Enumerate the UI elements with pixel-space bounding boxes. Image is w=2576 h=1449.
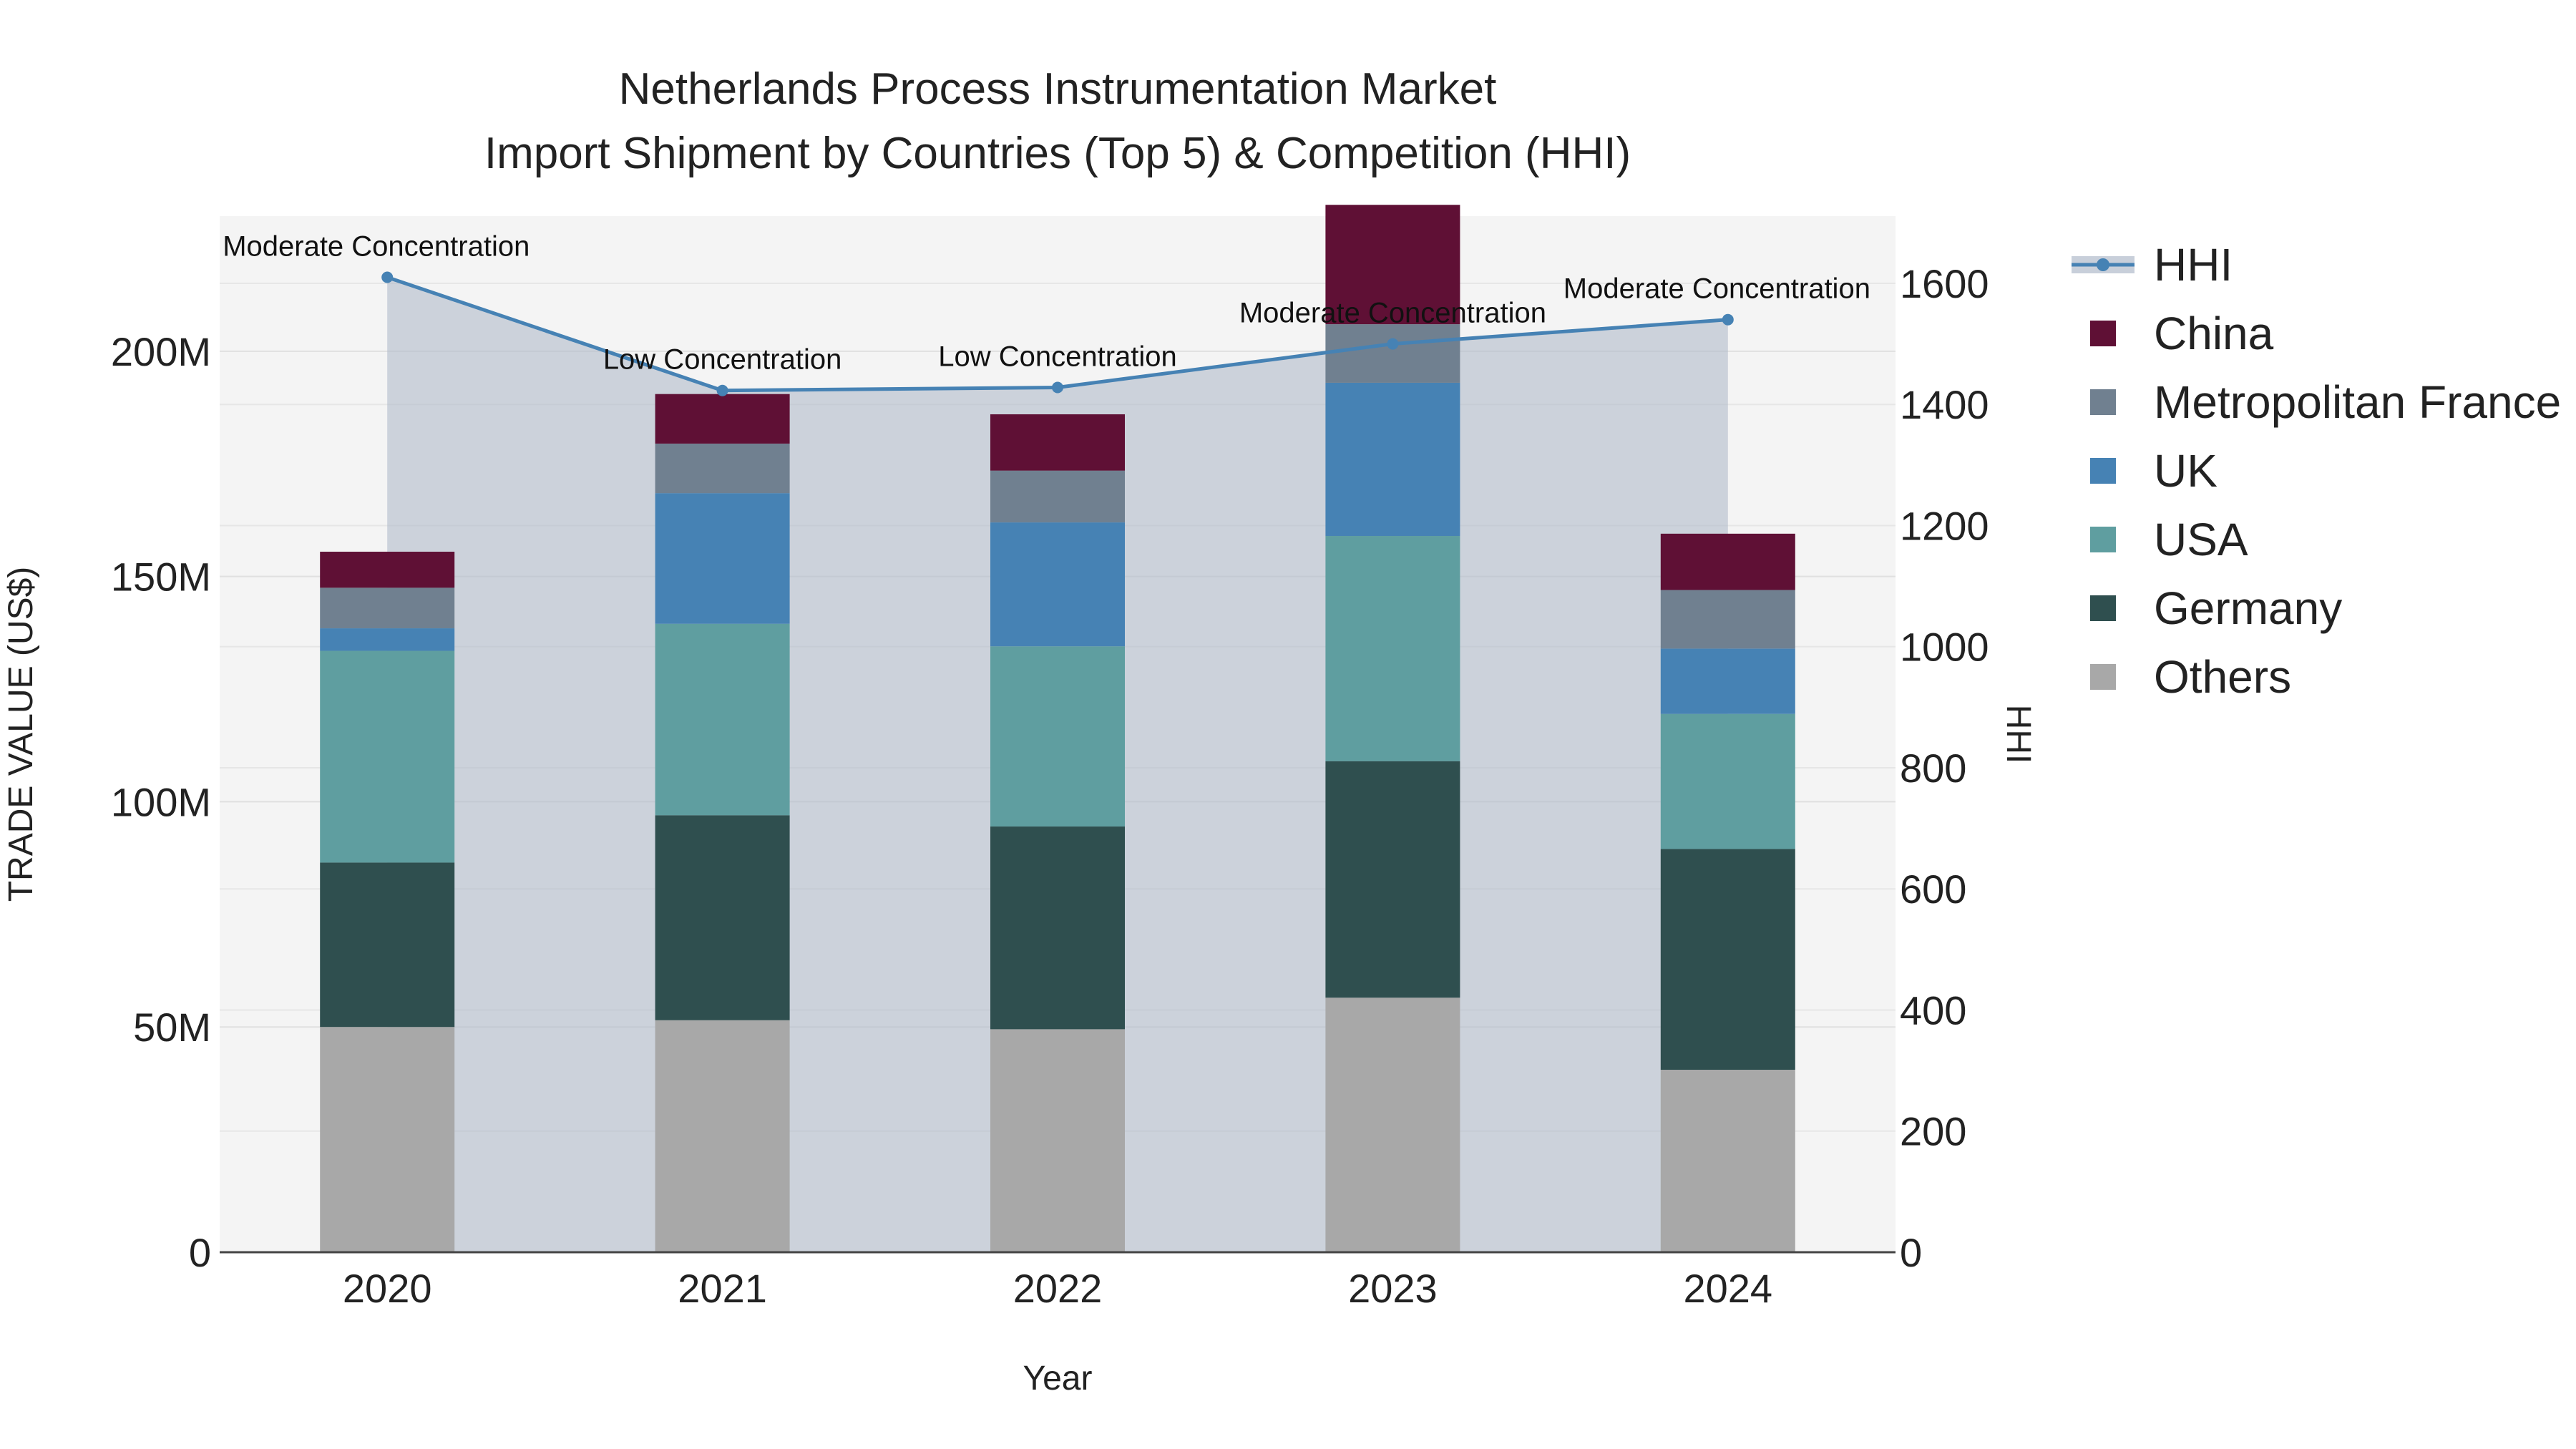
bar-china-2022 bbox=[990, 414, 1125, 471]
hhi-annotation: Low Concentration bbox=[603, 344, 842, 376]
hhi-point-2022 bbox=[1052, 381, 1063, 394]
hhi-annotation: Low Concentration bbox=[938, 341, 1177, 372]
legend-label: UK bbox=[2154, 445, 2218, 497]
legend-label: HHI bbox=[2154, 239, 2233, 291]
y-tick-label: 100M bbox=[111, 779, 211, 824]
hhi-point-2021 bbox=[716, 384, 728, 396]
x-tick-label: 2021 bbox=[678, 1266, 767, 1311]
legend-label: Others bbox=[2154, 651, 2291, 703]
y-tick-label: 200M bbox=[111, 329, 211, 374]
hhi-point-2023 bbox=[1387, 338, 1399, 350]
bar-germany-2024 bbox=[1660, 849, 1795, 1070]
y2-tick-label: 0 bbox=[1900, 1230, 1922, 1275]
hhi-point-2020 bbox=[381, 271, 394, 283]
legend-label: Metropolitan France bbox=[2154, 376, 2561, 428]
x-axis-title: Year bbox=[1023, 1360, 1093, 1397]
bar-usa-2023 bbox=[1325, 535, 1460, 761]
y-tick-label: 50M bbox=[133, 1005, 211, 1050]
bar-metropolitan-france-2023 bbox=[1325, 324, 1460, 383]
legend-swatch-germany bbox=[2090, 595, 2116, 621]
y2-tick-label: 1200 bbox=[1900, 503, 1989, 548]
x-tick-label: 2024 bbox=[1684, 1266, 1773, 1311]
bar-usa-2021 bbox=[655, 623, 790, 816]
bar-usa-2024 bbox=[1660, 713, 1795, 849]
bar-usa-2022 bbox=[990, 646, 1125, 827]
legend-swatch-usa bbox=[2090, 527, 2116, 552]
bar-germany-2020 bbox=[320, 862, 455, 1028]
bar-china-2021 bbox=[655, 394, 790, 444]
bar-usa-2020 bbox=[320, 650, 455, 863]
legend-swatch-uk bbox=[2090, 458, 2116, 484]
hhi-annotation: Moderate Concentration bbox=[223, 230, 530, 262]
axes-layer: 0 50M 100M 150M 200M 0 200 400 600 800 1000 1200 140… bbox=[111, 261, 1989, 1311]
bar-germany-2021 bbox=[655, 815, 790, 1020]
legend-swatch-hhi-marker bbox=[2097, 258, 2109, 271]
y2-tick-label: 1600 bbox=[1900, 261, 1989, 306]
bar-others-2023 bbox=[1325, 997, 1460, 1252]
bar-metropolitan-france-2020 bbox=[320, 587, 455, 629]
hhi-annotation: Moderate Concentration bbox=[1239, 298, 1546, 329]
bar-germany-2022 bbox=[990, 826, 1125, 1030]
bar-uk-2023 bbox=[1325, 382, 1460, 536]
legend-label: USA bbox=[2154, 514, 2248, 565]
bar-others-2024 bbox=[1660, 1070, 1795, 1252]
bar-others-2021 bbox=[655, 1020, 790, 1252]
chart-title-line1: Netherlands Process Instrumentation Mark… bbox=[619, 64, 1497, 114]
y2-tick-label: 800 bbox=[1900, 746, 1966, 791]
bar-uk-2020 bbox=[320, 628, 455, 651]
bars-layer bbox=[320, 205, 1795, 1252]
x-tick-label: 2022 bbox=[1013, 1266, 1103, 1311]
y2-tick-label: 1400 bbox=[1900, 382, 1989, 427]
chart-title-line2: Import Shipment by Countries (Top 5) & C… bbox=[484, 129, 1631, 178]
y2-tick-label: 1000 bbox=[1900, 625, 1989, 670]
bar-metropolitan-france-2021 bbox=[655, 443, 790, 494]
y2-tick-label: 200 bbox=[1900, 1109, 1966, 1154]
legend-swatch-others bbox=[2090, 664, 2116, 690]
bar-china-2020 bbox=[320, 552, 455, 588]
hhi-point-2024 bbox=[1722, 313, 1734, 326]
y2-tick-label: 400 bbox=[1900, 987, 1966, 1033]
legend-swatch-china bbox=[2090, 321, 2116, 346]
bar-others-2022 bbox=[990, 1029, 1125, 1252]
bar-others-2020 bbox=[320, 1027, 455, 1252]
bar-china-2024 bbox=[1660, 533, 1795, 590]
y-tick-label: 0 bbox=[189, 1230, 211, 1275]
bar-uk-2022 bbox=[990, 522, 1125, 647]
bar-metropolitan-france-2022 bbox=[990, 470, 1125, 523]
hhi-line-layer: Moderate Concentration Low Concentration L… bbox=[223, 230, 1870, 396]
y-axis-title: TRADE VALUE (US$) bbox=[2, 567, 40, 902]
legend-swatch-metropolitan-france bbox=[2090, 389, 2116, 415]
bar-uk-2024 bbox=[1660, 648, 1795, 714]
bar-uk-2021 bbox=[655, 493, 790, 624]
hhi-annotation: Moderate Concentration bbox=[1563, 273, 1870, 305]
x-tick-label: 2020 bbox=[343, 1266, 432, 1311]
y-tick-label: 150M bbox=[111, 555, 211, 600]
y2-tick-label: 600 bbox=[1900, 867, 1966, 912]
y2-axis-title: HHI bbox=[1999, 705, 2037, 764]
legend-label: Germany bbox=[2154, 582, 2342, 634]
legend[interactable]: HHI China Metropolitan France UK USA Germany O… bbox=[2072, 239, 2561, 703]
bar-germany-2023 bbox=[1325, 761, 1460, 998]
bar-china-2023 bbox=[1325, 205, 1460, 325]
x-tick-label: 2023 bbox=[1348, 1266, 1438, 1311]
bar-metropolitan-france-2024 bbox=[1660, 590, 1795, 649]
legend-label: China bbox=[2154, 308, 2274, 359]
